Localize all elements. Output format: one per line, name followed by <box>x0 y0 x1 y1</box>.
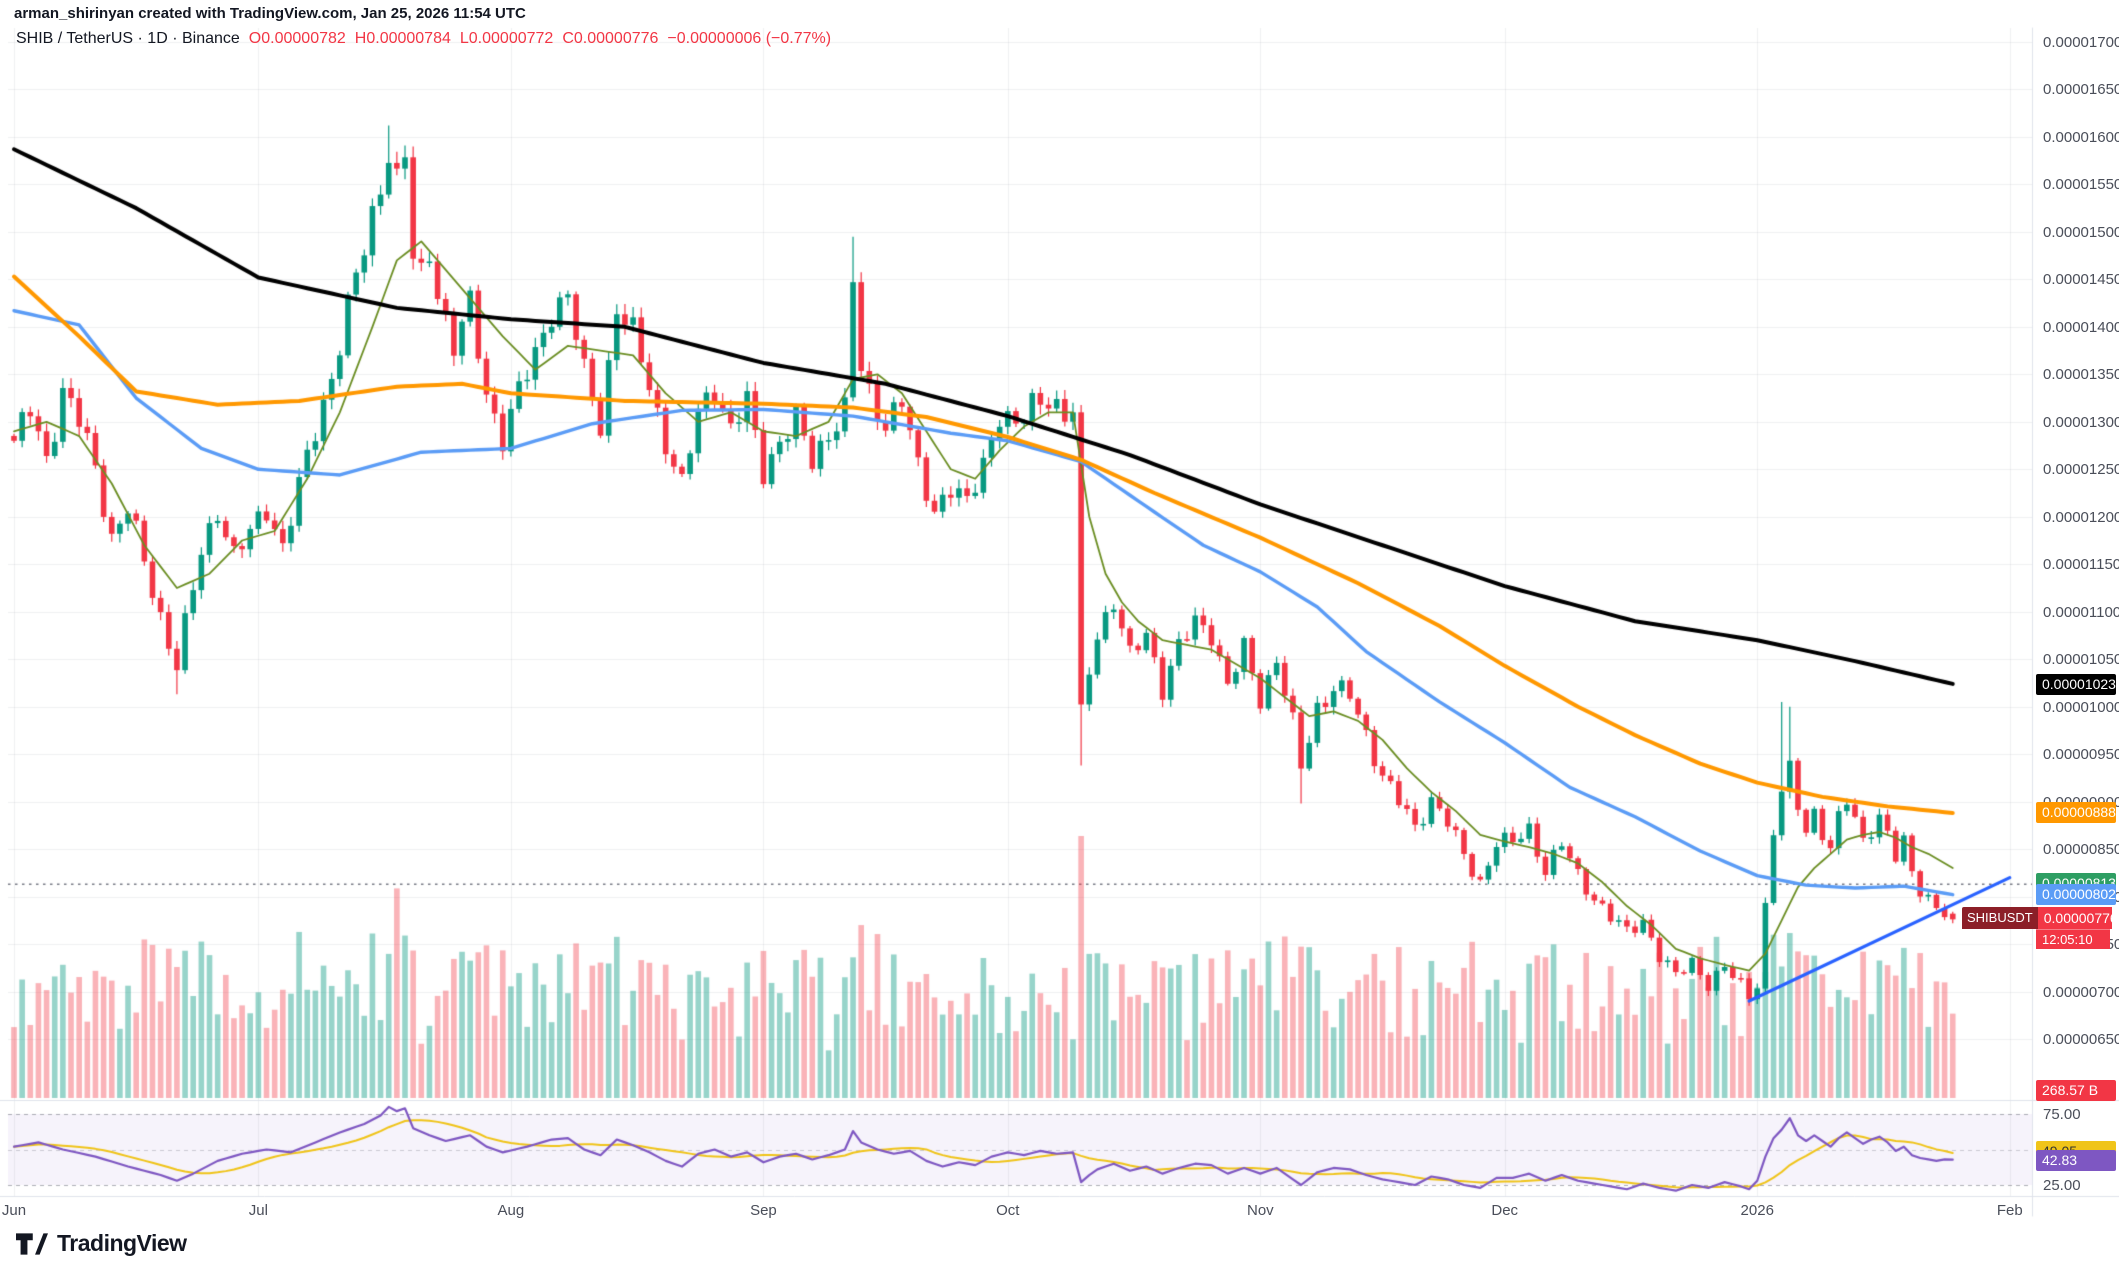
bar-countdown: 12:05:10 <box>2036 929 2110 950</box>
price-axis-label: 0.00001500 <box>2043 223 2119 241</box>
time-axis-label: Nov <box>1246 1202 1274 1219</box>
ohlc-close: C0.00000776 <box>562 30 659 47</box>
volume-badge: 268.57 B <box>2036 1080 2116 1101</box>
change-value: −0.00000006 (−0.77%) <box>667 30 832 47</box>
price-axis-label: 0.00001700 <box>2043 34 2119 51</box>
price-axis-label: 0.00001050 <box>2043 651 2119 669</box>
time-axis-label: Sep <box>750 1202 777 1219</box>
time-axis-label: Jun <box>1 1202 27 1219</box>
price-axis-label: 0.00000700 <box>2043 983 2119 1001</box>
price-axis[interactable]: 0.00001700 0.00001650 0.00001600 0.00001550… <box>2033 28 2119 1216</box>
tradingview-mark-icon <box>16 1232 48 1255</box>
ma-blue-price-badge: 0.00000802 <box>2036 883 2116 905</box>
price-axis-label: 0.00000950 <box>2043 746 2119 764</box>
ohlc-open: O0.00000782 <box>248 30 346 47</box>
time-axis-label: Feb <box>1996 1202 2023 1219</box>
price-axis-label: 0.00001550 <box>2043 176 2119 194</box>
tradingview-logo-text: TradingView <box>57 1230 187 1256</box>
last-price-badge: SHIBUSDT 0.00000776 12:05:10 <box>1962 907 2118 950</box>
ma-orange-price-badge: 0.00000888 <box>2036 802 2116 823</box>
time-axis-label: Oct <box>996 1202 1020 1219</box>
price-axis-label: 0.00001650 <box>2043 81 2119 99</box>
price-axis-label: 0.00001350 <box>2043 366 2119 384</box>
price-axis-label: 0.00001300 <box>2043 413 2119 431</box>
ma-black-price-badge: 0.00001023 <box>2036 673 2116 695</box>
time-axis-label: Aug <box>497 1202 525 1219</box>
price-axis-label: 0.00001200 <box>2043 508 2119 526</box>
price-axis-label: 0.00001400 <box>2043 318 2119 336</box>
rsi-axis-label: 25.00 <box>2043 1177 2081 1194</box>
time-axis-label: 2026 <box>1740 1202 1774 1219</box>
time-axis[interactable]: Jun Jul Aug Sep Oct Nov Dec 2026 Feb <box>0 1196 2033 1224</box>
price-axis-label: 0.00001600 <box>2043 128 2119 146</box>
time-axis-label: Jul <box>248 1202 268 1219</box>
rsi-axis-label: 75.00 <box>2043 1106 2081 1123</box>
symbol-tag: SHIBUSDT <box>1962 907 2038 930</box>
rsi-badge: 42.83 <box>2036 1149 2116 1171</box>
ohlc-low: L0.00000772 <box>459 30 554 47</box>
price-axis-label: 0.00001150 <box>2043 556 2119 574</box>
ohlc-high: H0.00000784 <box>354 30 451 47</box>
symbol-title[interactable]: SHIB / TetherUS · 1D · Binance <box>16 30 240 47</box>
attribution-text: arman_shirinyan created with TradingView… <box>14 5 526 22</box>
price-axis-label: 0.00001250 <box>2043 461 2119 479</box>
time-axis-label: Dec <box>1491 1202 1519 1219</box>
price-axis-label: 0.00001450 <box>2043 271 2119 289</box>
tradingview-logo[interactable]: TradingView <box>16 1230 187 1257</box>
last-price-value: 0.00000776 <box>2037 907 2118 930</box>
price-axis-label: 0.00000650 <box>2043 1031 2119 1048</box>
price-axis-label: 0.00000850 <box>2043 841 2119 859</box>
price-axis-label: 0.00001100 <box>2043 603 2119 621</box>
symbol-header: SHIB / TetherUS · 1D · Binance O0.000007… <box>16 30 831 48</box>
price-axis-label: 0.00001000 <box>2043 698 2119 716</box>
